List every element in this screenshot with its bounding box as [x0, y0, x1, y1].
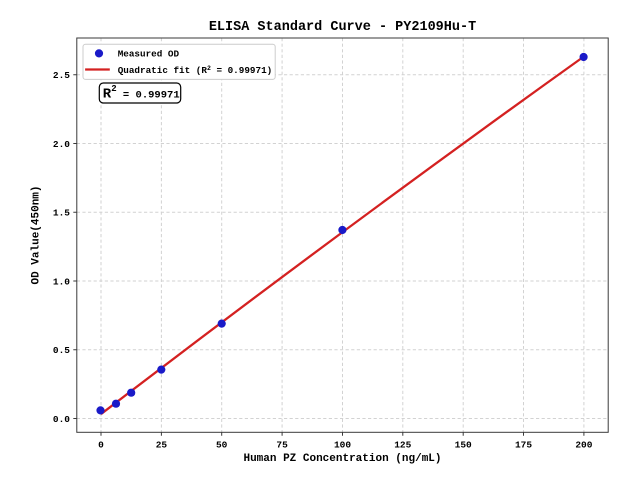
svg-text:100: 100 — [334, 440, 351, 451]
svg-text:1.0: 1.0 — [53, 276, 70, 287]
svg-text:25: 25 — [156, 440, 168, 451]
svg-text:OD Value(450nm): OD Value(450nm) — [31, 185, 43, 284]
svg-text:50: 50 — [216, 440, 228, 451]
svg-text:ELISA Standard Curve - PY2109H: ELISA Standard Curve - PY2109Hu-T — [209, 20, 476, 35]
svg-text:200: 200 — [575, 440, 592, 451]
svg-text:Human PZ Concentration (ng/mL): Human PZ Concentration (ng/mL) — [243, 453, 441, 465]
svg-text:1.5: 1.5 — [53, 208, 70, 219]
svg-text:125: 125 — [394, 440, 411, 451]
svg-text:Measured OD: Measured OD — [118, 49, 180, 60]
svg-text:2.0: 2.0 — [53, 139, 70, 150]
svg-text:0.5: 0.5 — [53, 345, 70, 356]
svg-text:0: 0 — [98, 440, 104, 451]
svg-text:150: 150 — [455, 440, 472, 451]
svg-text:Quadratic fit (R2 = 0.99971): Quadratic fit (R2 = 0.99971) — [118, 65, 273, 76]
svg-text:175: 175 — [515, 440, 532, 451]
svg-text:75: 75 — [276, 440, 288, 451]
svg-text:2.5: 2.5 — [53, 70, 70, 81]
svg-text:0.0: 0.0 — [53, 414, 70, 425]
